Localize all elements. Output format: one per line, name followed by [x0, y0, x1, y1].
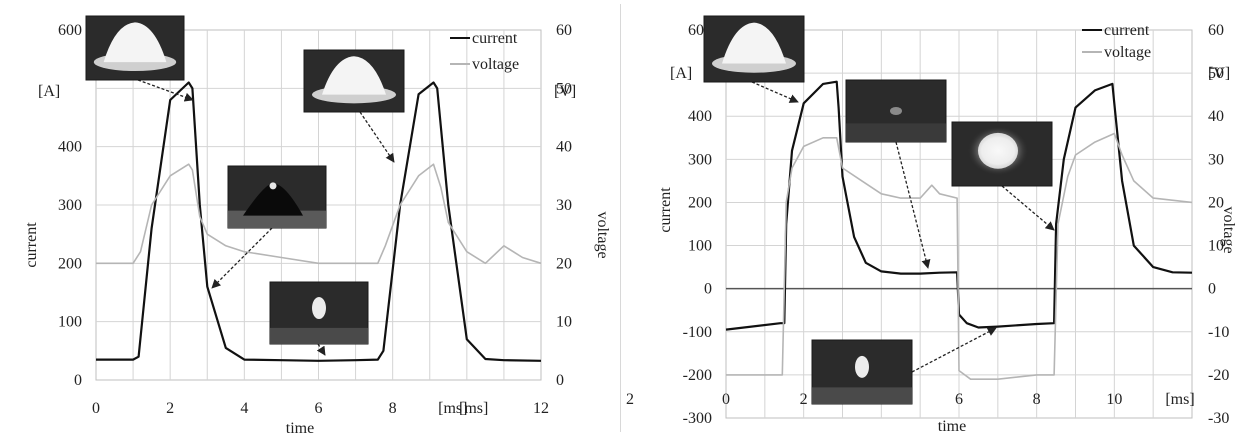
y-unit-label: [A] — [670, 65, 692, 82]
y-axis-label: current — [657, 187, 674, 233]
y2-tick-label: 50 — [556, 80, 572, 97]
y2-tick-label: -20 — [1208, 367, 1229, 384]
x-tick-label: 0 — [92, 400, 100, 417]
y2-unit-label: [V] — [1208, 65, 1230, 82]
arc-photo-image — [951, 121, 1053, 187]
y-tick-label: -100 — [683, 324, 712, 341]
y2-tick-label: 40 — [556, 139, 572, 156]
legend: current voltage — [1082, 22, 1151, 61]
y-tick-label: 200 — [688, 194, 712, 211]
y-tick-label: -300 — [683, 410, 712, 427]
x-axis-label: time — [286, 420, 314, 436]
x-tick-label: 6 — [955, 391, 963, 408]
legend-current-label: current — [472, 30, 518, 47]
y2-tick-label: 30 — [556, 197, 572, 214]
arc-photo-image — [303, 49, 405, 113]
x-tick-label: 2 — [800, 391, 808, 408]
y-tick-label: 300 — [688, 151, 712, 168]
x-tick-label: [ms] — [1165, 391, 1194, 408]
arc-photo-arrow — [211, 227, 273, 289]
y-tick-label: 300 — [58, 197, 82, 214]
arc-photo-image — [845, 79, 947, 143]
arc-photo-image — [227, 165, 327, 229]
y2-tick-label: 40 — [1208, 108, 1224, 125]
y2-tick-label: 10 — [556, 314, 572, 331]
y2-tick-label: 20 — [556, 255, 572, 272]
x-tick-label: 8 — [1033, 391, 1041, 408]
x-tick-label: 8 — [389, 400, 397, 417]
right-chart-panel: -300 -200 -100 0 100 200 300 400 600 -30 -20 -10 0 10… — [626, 0, 1244, 436]
x-tick-label: [ms] — [438, 400, 467, 417]
y2-tick-label: 30 — [1208, 151, 1224, 168]
y2-tick-label: 60 — [556, 22, 572, 39]
arc-photo-image — [269, 281, 369, 345]
y2-axis-label: voltage — [594, 211, 611, 258]
x-tick-label: 12 — [626, 391, 634, 408]
arc-photo-image — [811, 339, 913, 405]
y2-tick-label: 60 — [1208, 22, 1224, 39]
legend-current-label: current — [1104, 22, 1150, 39]
y-tick-label: 100 — [58, 314, 82, 331]
y2-tick-label: 0 — [556, 372, 564, 389]
x-tick-label: 6 — [315, 400, 323, 417]
series-line-voltage — [96, 163, 542, 265]
y-tick-label: -200 — [683, 367, 712, 384]
y2-tick-label: 20 — [1208, 194, 1224, 211]
y-unit-label: [A] — [38, 83, 60, 100]
y-tick-label: 100 — [688, 238, 712, 255]
x-tick-label: 0 — [722, 391, 730, 408]
x-unit-label: [ms] — [459, 400, 488, 417]
y2-tick-label: 50 — [1208, 65, 1224, 82]
panel-divider — [620, 4, 621, 432]
y-tick-label: 600 — [58, 22, 82, 39]
arc-photo-image — [85, 15, 185, 81]
arc-photo-image — [703, 15, 805, 83]
y2-tick-label: -30 — [1208, 410, 1229, 427]
right-chart: -300-200-1000100200300400600-30-20-10010… — [626, 15, 1237, 435]
x-tick-label: 2 — [166, 400, 174, 417]
y2-unit-label: [V] — [554, 83, 576, 100]
x-axis-label: time — [938, 418, 966, 435]
y-tick-label: 400 — [688, 108, 712, 125]
arc-photo-arrow — [911, 327, 997, 373]
arc-photo-arrow — [895, 141, 931, 269]
arc-photo-arrow — [359, 111, 395, 163]
series-line-current — [96, 81, 542, 362]
x-tick-label: 12 — [533, 400, 549, 417]
y2-tick-label: -10 — [1208, 324, 1229, 341]
legend: current voltage — [450, 30, 519, 73]
arc-photo-arrow — [137, 79, 194, 102]
legend-voltage-label: voltage — [1104, 44, 1151, 61]
series-line-voltage — [726, 132, 1193, 380]
x-tick-label: 10 — [1106, 391, 1122, 408]
x-tick-label: 4 — [240, 400, 248, 417]
arc-photo-arrow — [316, 343, 326, 356]
legend-voltage-label: voltage — [472, 56, 519, 73]
y-tick-label: 200 — [58, 255, 82, 272]
y-axis-label: current — [23, 222, 40, 268]
y2-axis-label: voltage — [1220, 206, 1237, 253]
y-tick-label: 400 — [58, 139, 82, 156]
y2-tick-label: 10 — [1208, 238, 1224, 255]
y2-tick-label: 0 — [1208, 281, 1216, 298]
y-tick-label: 0 — [74, 372, 82, 389]
arc-photo-arrow — [751, 81, 799, 103]
y-tick-label: 0 — [704, 281, 712, 298]
arc-photo-arrow — [1001, 185, 1055, 231]
left-chart-panel: 0 100 200 300 400 600 0 10 20 30 40 50 60 0 2 4 6 8 [ms] 12… — [0, 0, 618, 436]
